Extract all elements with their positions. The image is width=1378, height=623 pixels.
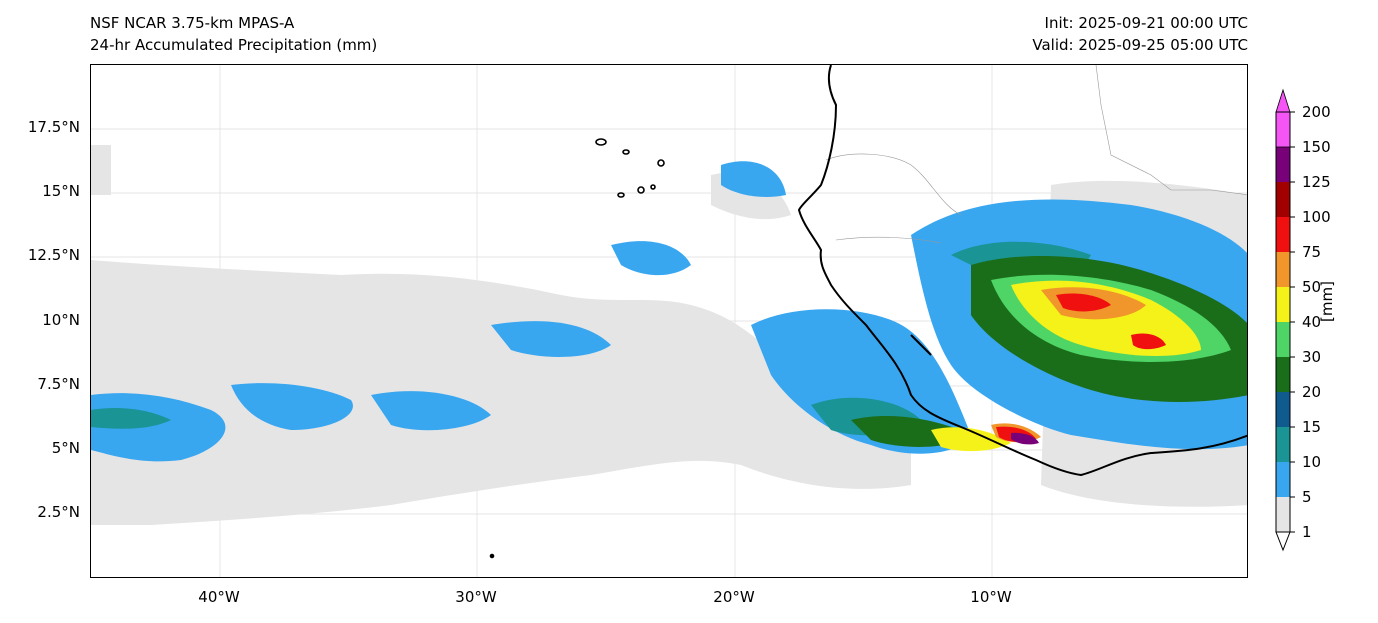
valid-time: Valid: 2025-09-25 05:00 UTC: [1032, 36, 1248, 54]
colorbar-tick-label: 10: [1302, 453, 1322, 471]
colorbar-bin: [1276, 147, 1290, 182]
colorbar-tick-label: 5: [1302, 488, 1312, 506]
colorbar-tick-label: 1: [1302, 523, 1312, 541]
lat-label-12-5: 12.5°N: [27, 246, 80, 264]
colorbar-tick-label: 100: [1302, 208, 1331, 226]
colorbar-bin: [1276, 322, 1290, 357]
lon-label-30w: 30°W: [455, 588, 497, 606]
precip-map: [91, 65, 1247, 577]
lat-label-2-5: 2.5°N: [37, 503, 80, 521]
precip-magenta: [1011, 432, 1039, 445]
lon-label-20w: 20°W: [713, 588, 755, 606]
colorbar-bin: [1276, 287, 1290, 322]
precip-red: [996, 293, 1166, 442]
lon-label-40w: 40°W: [198, 588, 240, 606]
colorbar-unit-label: [mm]: [1318, 281, 1336, 322]
colorbar-extend-min: [1275, 531, 1291, 552]
colorbar-bin: [1276, 427, 1290, 462]
colorbar-tick-label: 200: [1302, 103, 1331, 121]
colorbar-tick-label: 75: [1302, 243, 1322, 261]
colorbar-tick-label: 15: [1302, 418, 1322, 436]
colorbar-bin: [1276, 462, 1290, 497]
colorbar-tick-label: 40: [1302, 313, 1322, 331]
colorbar-tick-label: 50: [1302, 278, 1322, 296]
island-outlines: [489, 138, 665, 559]
colorbar: [1275, 88, 1295, 552]
lat-label-7-5: 7.5°N: [37, 375, 80, 393]
lat-label-10: 10°N: [42, 311, 80, 329]
init-time: Init: 2025-09-21 00:00 UTC: [1044, 14, 1248, 32]
colorbar-tick-label: 125: [1302, 173, 1331, 191]
lon-label-10w: 10°W: [970, 588, 1012, 606]
lat-label-17-5: 17.5°N: [27, 118, 80, 136]
map-panel[interactable]: [90, 64, 1248, 578]
colorbar-bin: [1276, 182, 1290, 217]
colorbar-bin-extend-max: [1275, 88, 1291, 148]
lat-label-15: 15°N: [42, 182, 80, 200]
colorbar-bin: [1276, 392, 1290, 427]
colorbar-bin: [1276, 357, 1290, 392]
time-block: Init: 2025-09-21 00:00 UTC Valid: 2025-0…: [1032, 12, 1248, 56]
colorbar-bin: [1276, 252, 1290, 287]
coastline: [797, 65, 1247, 477]
field-title: 24-hr Accumulated Precipitation (mm): [90, 36, 378, 54]
colorbar-bin: [1276, 217, 1290, 252]
country-borders: [825, 65, 1247, 244]
colorbar-tick-label: 30: [1302, 348, 1322, 366]
lat-label-5: 5°N: [51, 439, 80, 457]
colorbar-tick-label: 150: [1302, 138, 1331, 156]
title-block: NSF NCAR 3.75-km MPAS-A 24-hr Accumulate…: [90, 12, 377, 56]
model-title: NSF NCAR 3.75-km MPAS-A: [90, 14, 295, 32]
colorbar-tick-label: 20: [1302, 383, 1322, 401]
colorbar-bin: [1276, 497, 1290, 532]
